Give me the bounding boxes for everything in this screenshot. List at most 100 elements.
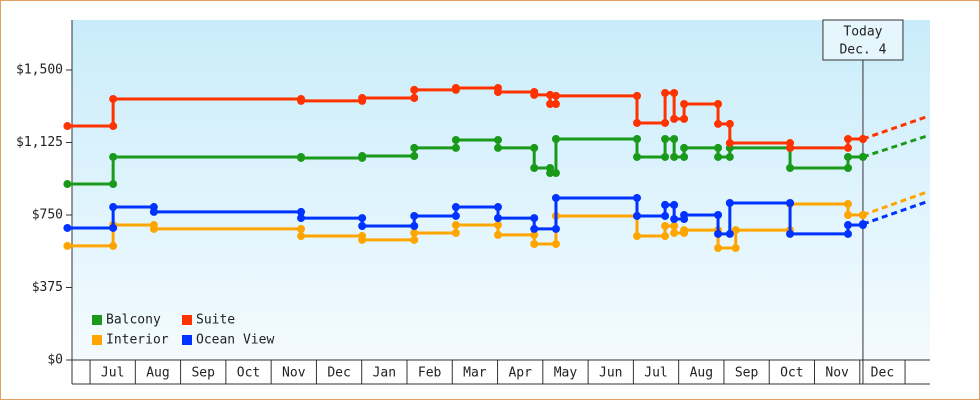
corner-dot xyxy=(661,152,670,161)
legend-swatch xyxy=(182,335,192,345)
point xyxy=(731,226,740,235)
corner-dot xyxy=(410,235,419,244)
point xyxy=(844,152,853,161)
point xyxy=(680,210,689,219)
corner-dot xyxy=(844,199,853,208)
x-tick-label: Jul xyxy=(101,366,124,381)
today-box xyxy=(822,19,904,61)
corner-dot xyxy=(109,180,118,189)
point xyxy=(410,211,419,220)
corner-dot xyxy=(725,229,734,238)
point xyxy=(680,143,689,152)
corner-dot xyxy=(358,214,367,223)
point xyxy=(297,232,306,241)
corner-dot xyxy=(786,198,795,207)
corner-dot xyxy=(670,200,679,209)
point xyxy=(786,143,795,152)
forecast-line xyxy=(862,200,929,226)
point xyxy=(451,203,460,212)
point xyxy=(358,222,367,231)
point xyxy=(714,119,723,128)
point xyxy=(714,152,723,161)
corner-dot xyxy=(680,152,689,161)
x-tick-label: Mar xyxy=(463,366,487,381)
forecast-line xyxy=(862,134,929,159)
corner-dot xyxy=(109,241,118,250)
point xyxy=(844,221,853,230)
point xyxy=(633,118,642,127)
corner-dot xyxy=(844,229,853,238)
corner-dot xyxy=(551,100,560,109)
x-tick-label: Nov xyxy=(282,366,306,381)
corner-dot xyxy=(451,228,460,237)
point xyxy=(786,164,795,173)
point xyxy=(530,224,539,233)
x-tick-label: Aug xyxy=(690,366,713,381)
point xyxy=(297,214,306,223)
point xyxy=(358,235,367,244)
point xyxy=(661,222,670,231)
point xyxy=(149,207,158,216)
point xyxy=(530,164,539,173)
x-tick-label: Sep xyxy=(191,366,215,381)
point xyxy=(546,169,555,178)
point xyxy=(714,244,723,253)
point xyxy=(714,229,723,238)
legend-label: Suite xyxy=(196,313,235,328)
point xyxy=(633,232,642,241)
legend-label: Interior xyxy=(106,333,169,348)
point xyxy=(451,135,460,144)
corner-dot xyxy=(844,164,853,173)
corner-dot xyxy=(551,239,560,248)
y-tick-label: $750 xyxy=(32,207,63,222)
corner-dot xyxy=(670,88,679,97)
corner-dot xyxy=(661,211,670,220)
point xyxy=(149,224,158,233)
corner-dot xyxy=(731,244,740,253)
point xyxy=(494,88,503,97)
y-tick-label: $375 xyxy=(32,280,63,295)
x-tick-label: Sep xyxy=(735,366,759,381)
y-tick-label: $1,500 xyxy=(16,62,63,77)
point xyxy=(494,214,503,223)
point xyxy=(670,114,679,123)
corner-dot xyxy=(530,230,539,239)
corner-dot xyxy=(633,193,642,202)
point xyxy=(63,223,72,232)
point xyxy=(680,226,689,235)
corner-dot xyxy=(410,222,419,231)
point xyxy=(297,153,306,162)
point xyxy=(63,241,72,250)
corner-dot xyxy=(551,224,560,233)
corner-dot xyxy=(714,210,723,219)
point xyxy=(530,239,539,248)
layer: $0 $375 $750 $1,125 $1,500 Jul Aug Sep Oct Nov Dec… xyxy=(16,19,930,385)
x-tick-label: Dec xyxy=(327,366,350,381)
plot-area xyxy=(72,20,930,360)
point xyxy=(633,152,642,161)
point xyxy=(844,134,853,143)
corner-dot xyxy=(633,91,642,100)
today-date: Dec. 4 xyxy=(839,43,886,58)
corner-dot xyxy=(725,119,734,128)
y-tick-label: $1,125 xyxy=(16,135,63,150)
corner-dot xyxy=(530,214,539,223)
point xyxy=(670,152,679,161)
corner-dot xyxy=(530,143,539,152)
corner-dot xyxy=(661,118,670,127)
x-tick-label: Jun xyxy=(599,366,622,381)
legend-swatch xyxy=(92,335,102,345)
point xyxy=(63,122,72,131)
corner-dot xyxy=(546,90,555,99)
x-tick-label: Oct xyxy=(780,366,803,381)
corner-dot xyxy=(494,135,503,144)
point xyxy=(546,100,555,109)
point xyxy=(680,100,689,109)
corner-dot xyxy=(633,134,642,143)
corner-dot xyxy=(297,224,306,233)
legend-swatch xyxy=(182,315,192,325)
point xyxy=(844,210,853,219)
x-tick-label: Jul xyxy=(644,366,667,381)
corner-dot xyxy=(844,143,853,152)
